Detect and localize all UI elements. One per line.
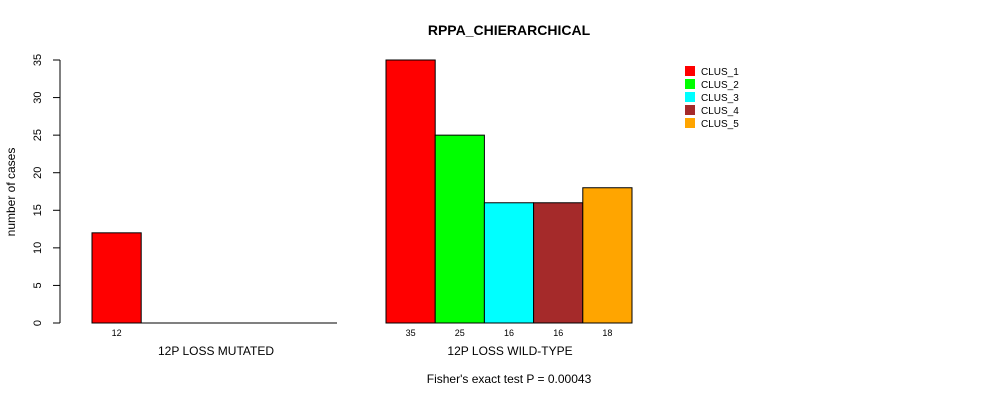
chart-title: RPPA_CHIERARCHICAL [428, 22, 591, 38]
y-tick-label: 25 [32, 129, 44, 141]
group-label-wild-type: 12P LOSS WILD-TYPE [447, 344, 572, 358]
bar-clus-4 [533, 202, 584, 324]
y-tick-label: 15 [32, 204, 44, 216]
bar-value-labels: 12 35 25 16 16 18 [112, 328, 613, 338]
y-tick-label: 30 [32, 91, 44, 103]
legend-swatch [685, 105, 695, 115]
legend-swatch [685, 118, 695, 128]
y-tick-label: 20 [32, 167, 44, 179]
y-tick-label: 0 [32, 320, 44, 326]
bar-clus-5 [582, 187, 633, 324]
bar-clus-1 [91, 232, 142, 324]
bar-value-label: 12 [112, 328, 122, 338]
legend-swatch [685, 66, 695, 76]
legend-label: CLUS_4 [701, 106, 739, 117]
legend-label: CLUS_5 [701, 119, 739, 130]
y-tick-label: 5 [32, 282, 44, 288]
y-axis-label: number of cases [4, 148, 18, 237]
legend-label: CLUS_1 [701, 67, 739, 78]
bars [91, 59, 633, 324]
fisher-test-footnote: Fisher's exact test P = 0.00043 [427, 372, 592, 386]
y-axis: 0 5 10 15 20 25 30 35 [32, 54, 61, 326]
legend-label: CLUS_3 [701, 93, 739, 104]
bar-value-label: 18 [602, 328, 612, 338]
bar-clus-2 [434, 134, 485, 324]
legend-label: CLUS_2 [701, 80, 739, 91]
group-label-mutated: 12P LOSS MUTATED [158, 344, 274, 358]
bar-clus-3 [483, 202, 535, 324]
y-tick-label: 35 [32, 54, 44, 66]
legend-swatch [685, 92, 695, 102]
bar-value-label: 25 [455, 328, 465, 338]
bar-value-label: 16 [504, 328, 514, 338]
bar-value-label: 16 [553, 328, 563, 338]
bar-value-label: 35 [406, 328, 416, 338]
legend-swatch [685, 79, 695, 89]
legend: CLUS_1 CLUS_2 CLUS_3 CLUS_4 CLUS_5 [685, 66, 739, 130]
bar-clus-1 [385, 59, 436, 324]
y-tick-label: 10 [32, 242, 44, 254]
